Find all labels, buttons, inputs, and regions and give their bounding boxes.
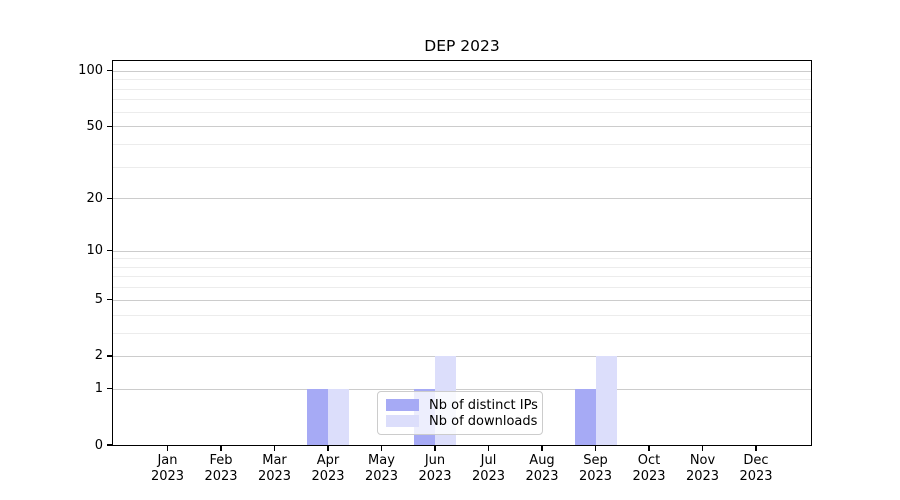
legend: Nb of distinct IPs Nb of downloads [377, 391, 543, 435]
y-tick-mark [107, 444, 112, 446]
gridline-minor [113, 143, 811, 145]
gridline-major [113, 355, 811, 357]
gridline-minor [113, 287, 811, 289]
gridline-major [113, 70, 811, 72]
x-tick-mark [487, 446, 490, 451]
x-tick-label: May 2023 [350, 453, 414, 485]
y-tick-label: 20 [86, 190, 103, 206]
x-tick-mark [755, 446, 757, 451]
x-tick-year: 2023 [204, 469, 238, 484]
x-tick-label: Jun 2023 [403, 453, 467, 485]
gridline-minor [113, 266, 811, 268]
x-tick-label: Feb 2023 [189, 453, 253, 485]
y-tick-mark [107, 388, 112, 390]
x-tick-month: Jun [424, 453, 446, 468]
x-tick-mark [701, 446, 704, 451]
x-tick-year: 2023 [578, 469, 613, 484]
gridline-minor [113, 258, 811, 260]
x-tick-year: 2023 [311, 469, 345, 484]
legend-item-downloads: Nb of downloads [386, 413, 538, 429]
gridline-minor [113, 79, 811, 81]
x-tick-label: Apr 2023 [296, 453, 360, 485]
x-tick-label: Dec 2023 [724, 453, 788, 485]
x-tick-mark [166, 446, 169, 451]
bar-downloads [595, 355, 617, 445]
x-tick-label: Sep 2023 [564, 453, 628, 485]
y-tick-mark [107, 355, 112, 357]
gridline-minor [113, 276, 811, 278]
x-tick-year: 2023 [525, 469, 559, 484]
x-tick-month: Dec [743, 453, 769, 468]
legend-item-distinct-ips: Nb of distinct IPs [386, 397, 538, 413]
x-tick-label: Nov 2023 [671, 453, 735, 485]
y-tick-label: 50 [86, 118, 103, 134]
x-tick-month: Jan [157, 453, 178, 468]
legend-label-distinct-ips: Nb of distinct IPs [429, 397, 538, 413]
y-tick-label: 0 [94, 437, 103, 453]
x-tick-label: Mar 2023 [243, 453, 307, 485]
x-tick-mark [327, 446, 329, 451]
x-tick-month: Feb [209, 453, 233, 468]
gridline-minor [113, 88, 811, 90]
y-tick-label: 10 [86, 243, 103, 259]
x-tick-month: Apr [316, 453, 340, 468]
bar-distinct-ips [574, 388, 596, 445]
x-tick-mark [273, 446, 276, 451]
x-tick-year: 2023 [685, 469, 720, 484]
x-tick-label: Oct 2023 [617, 453, 681, 485]
plot-area: 0 1 2 5 10 20 50 100 Jan 2023 Feb 2023 Mar 2023 Apr 202… [78, 60, 812, 484]
x-tick-year: 2023 [471, 469, 506, 484]
x-tick-year: 2023 [632, 469, 666, 484]
x-tick-label: Jan 2023 [136, 453, 200, 485]
gridline-minor [113, 314, 811, 316]
x-tick-mark [434, 446, 436, 451]
x-tick-mark [220, 446, 222, 451]
legend-swatch-distinct-ips [386, 399, 419, 411]
y-tick-label: 2 [94, 348, 103, 364]
x-tick-month: May [368, 453, 395, 468]
x-tick-year: 2023 [257, 469, 292, 484]
x-tick-mark [541, 446, 543, 451]
bar-distinct-ips [307, 388, 328, 445]
x-tick-year: 2023 [418, 469, 452, 484]
x-tick-year: 2023 [364, 469, 399, 484]
y-tick-label: 5 [94, 292, 103, 308]
gridline-minor [113, 166, 811, 168]
bar-downloads [328, 388, 349, 445]
x-tick-month: Mar [262, 453, 287, 468]
x-tick-month: Oct [637, 453, 661, 468]
y-tick-mark [107, 125, 112, 127]
x-tick-month: Jul [480, 453, 497, 468]
chart-title: DEP 2023 [424, 37, 500, 55]
gridline-major [113, 388, 811, 390]
x-tick-year: 2023 [150, 469, 185, 484]
x-tick-mark [594, 446, 597, 451]
x-tick-year: 2023 [739, 469, 773, 484]
gridline-major [113, 299, 811, 301]
x-tick-mark [648, 446, 650, 451]
gridline-minor [113, 111, 811, 113]
gridline-minor [113, 99, 811, 101]
legend-swatch-downloads [386, 415, 419, 427]
gridline-major [113, 250, 811, 252]
y-tick-mark [107, 197, 112, 199]
legend-label-downloads: Nb of downloads [429, 413, 538, 429]
gridline-major [113, 198, 811, 200]
x-tick-month: Aug [529, 453, 555, 468]
y-tick-label: 100 [78, 63, 103, 79]
gridline-minor [113, 332, 811, 334]
y-tick-label: 1 [94, 381, 103, 397]
x-tick-label: Jul 2023 [457, 453, 521, 485]
x-tick-label: Aug 2023 [510, 453, 574, 485]
y-tick-mark [107, 70, 112, 72]
gridline-major [113, 126, 811, 128]
y-tick-mark [107, 299, 112, 301]
x-tick-month: Nov [689, 453, 716, 468]
x-tick-mark [380, 446, 383, 451]
x-tick-month: Sep [583, 453, 608, 468]
y-tick-mark [107, 249, 112, 252]
